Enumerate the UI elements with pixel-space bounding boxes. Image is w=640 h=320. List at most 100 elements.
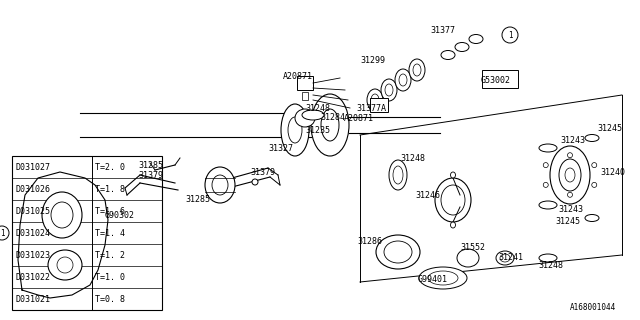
- Text: 31241: 31241: [498, 253, 523, 262]
- Text: D031024: D031024: [15, 228, 50, 237]
- Ellipse shape: [559, 159, 581, 191]
- Ellipse shape: [395, 69, 411, 91]
- Text: G53002: G53002: [481, 76, 511, 84]
- Ellipse shape: [592, 163, 596, 168]
- Ellipse shape: [393, 166, 403, 184]
- Text: D031023: D031023: [15, 251, 50, 260]
- Text: 1: 1: [508, 30, 512, 39]
- Text: T=1. 8: T=1. 8: [95, 185, 125, 194]
- Ellipse shape: [500, 254, 510, 262]
- Ellipse shape: [419, 267, 467, 289]
- Text: T=1. 4: T=1. 4: [95, 228, 125, 237]
- Ellipse shape: [281, 104, 309, 156]
- Text: 31286: 31286: [357, 237, 382, 246]
- Ellipse shape: [539, 254, 557, 262]
- Bar: [297, 76, 313, 90]
- Ellipse shape: [568, 153, 573, 158]
- Ellipse shape: [455, 43, 469, 52]
- Ellipse shape: [311, 94, 349, 156]
- Text: D031021: D031021: [15, 294, 50, 303]
- Text: 31246: 31246: [415, 190, 440, 199]
- Ellipse shape: [441, 185, 465, 215]
- Ellipse shape: [451, 172, 456, 178]
- Ellipse shape: [585, 134, 599, 141]
- Bar: [370, 98, 388, 112]
- Text: 31235: 31235: [305, 125, 330, 134]
- Ellipse shape: [409, 59, 425, 81]
- Text: T=1. 2: T=1. 2: [95, 251, 125, 260]
- Text: 1: 1: [0, 228, 4, 237]
- Text: 31285: 31285: [138, 161, 163, 170]
- Text: T=1. 0: T=1. 0: [95, 273, 125, 282]
- Ellipse shape: [381, 79, 397, 101]
- Ellipse shape: [367, 89, 383, 111]
- Text: D031022: D031022: [15, 273, 50, 282]
- Text: 31299: 31299: [360, 55, 385, 65]
- Text: D031026: D031026: [15, 185, 50, 194]
- Ellipse shape: [51, 202, 73, 228]
- Ellipse shape: [321, 109, 339, 141]
- Ellipse shape: [428, 271, 458, 285]
- Bar: [12, 156, 162, 310]
- Ellipse shape: [385, 84, 393, 96]
- Ellipse shape: [206, 176, 214, 184]
- Ellipse shape: [550, 146, 590, 204]
- Ellipse shape: [539, 201, 557, 209]
- Text: T=1. 6: T=1. 6: [95, 206, 125, 215]
- Ellipse shape: [543, 182, 548, 188]
- Ellipse shape: [539, 144, 557, 152]
- Text: T=2. 0: T=2. 0: [95, 163, 125, 172]
- Text: 31245: 31245: [555, 218, 580, 227]
- Ellipse shape: [57, 257, 73, 273]
- Text: 31243: 31243: [558, 205, 583, 214]
- Ellipse shape: [592, 182, 596, 188]
- Ellipse shape: [543, 163, 548, 168]
- Text: D031025: D031025: [15, 206, 50, 215]
- Ellipse shape: [205, 167, 235, 203]
- Ellipse shape: [302, 110, 324, 120]
- Text: 31284: 31284: [320, 113, 345, 122]
- Text: A20871: A20871: [283, 71, 313, 81]
- Text: T=0. 8: T=0. 8: [95, 294, 125, 303]
- Ellipse shape: [384, 241, 412, 263]
- Bar: [482, 70, 518, 88]
- Ellipse shape: [585, 214, 599, 221]
- Text: 31379: 31379: [138, 171, 163, 180]
- Text: 31377A: 31377A: [356, 103, 386, 113]
- Text: 31379: 31379: [250, 167, 275, 177]
- Circle shape: [0, 226, 9, 240]
- Text: 31377: 31377: [430, 26, 455, 35]
- Text: 31248: 31248: [305, 103, 330, 113]
- Ellipse shape: [568, 192, 573, 197]
- Text: 31327: 31327: [268, 143, 293, 153]
- Ellipse shape: [496, 251, 514, 265]
- Ellipse shape: [42, 192, 82, 238]
- Ellipse shape: [252, 179, 258, 185]
- Ellipse shape: [441, 51, 455, 60]
- Ellipse shape: [413, 64, 421, 76]
- Circle shape: [502, 27, 518, 43]
- Ellipse shape: [389, 160, 407, 190]
- Text: D031027: D031027: [15, 163, 50, 172]
- Text: A168001044: A168001044: [570, 303, 616, 313]
- Ellipse shape: [288, 117, 302, 143]
- Text: A20871: A20871: [344, 114, 374, 123]
- Ellipse shape: [457, 249, 479, 267]
- Ellipse shape: [212, 175, 228, 195]
- Ellipse shape: [48, 250, 82, 280]
- Ellipse shape: [565, 168, 575, 182]
- Text: 31552: 31552: [460, 244, 485, 252]
- Text: 31248: 31248: [538, 260, 563, 269]
- Ellipse shape: [469, 35, 483, 44]
- Text: 31240: 31240: [600, 167, 625, 177]
- Text: G99401: G99401: [418, 276, 448, 284]
- Ellipse shape: [371, 94, 379, 106]
- Ellipse shape: [451, 222, 456, 228]
- Ellipse shape: [376, 235, 420, 269]
- Ellipse shape: [295, 109, 315, 127]
- Ellipse shape: [399, 74, 407, 86]
- Bar: [302, 92, 308, 100]
- Text: 31245: 31245: [597, 124, 622, 132]
- Text: 31248: 31248: [400, 154, 425, 163]
- Text: 31285: 31285: [185, 196, 210, 204]
